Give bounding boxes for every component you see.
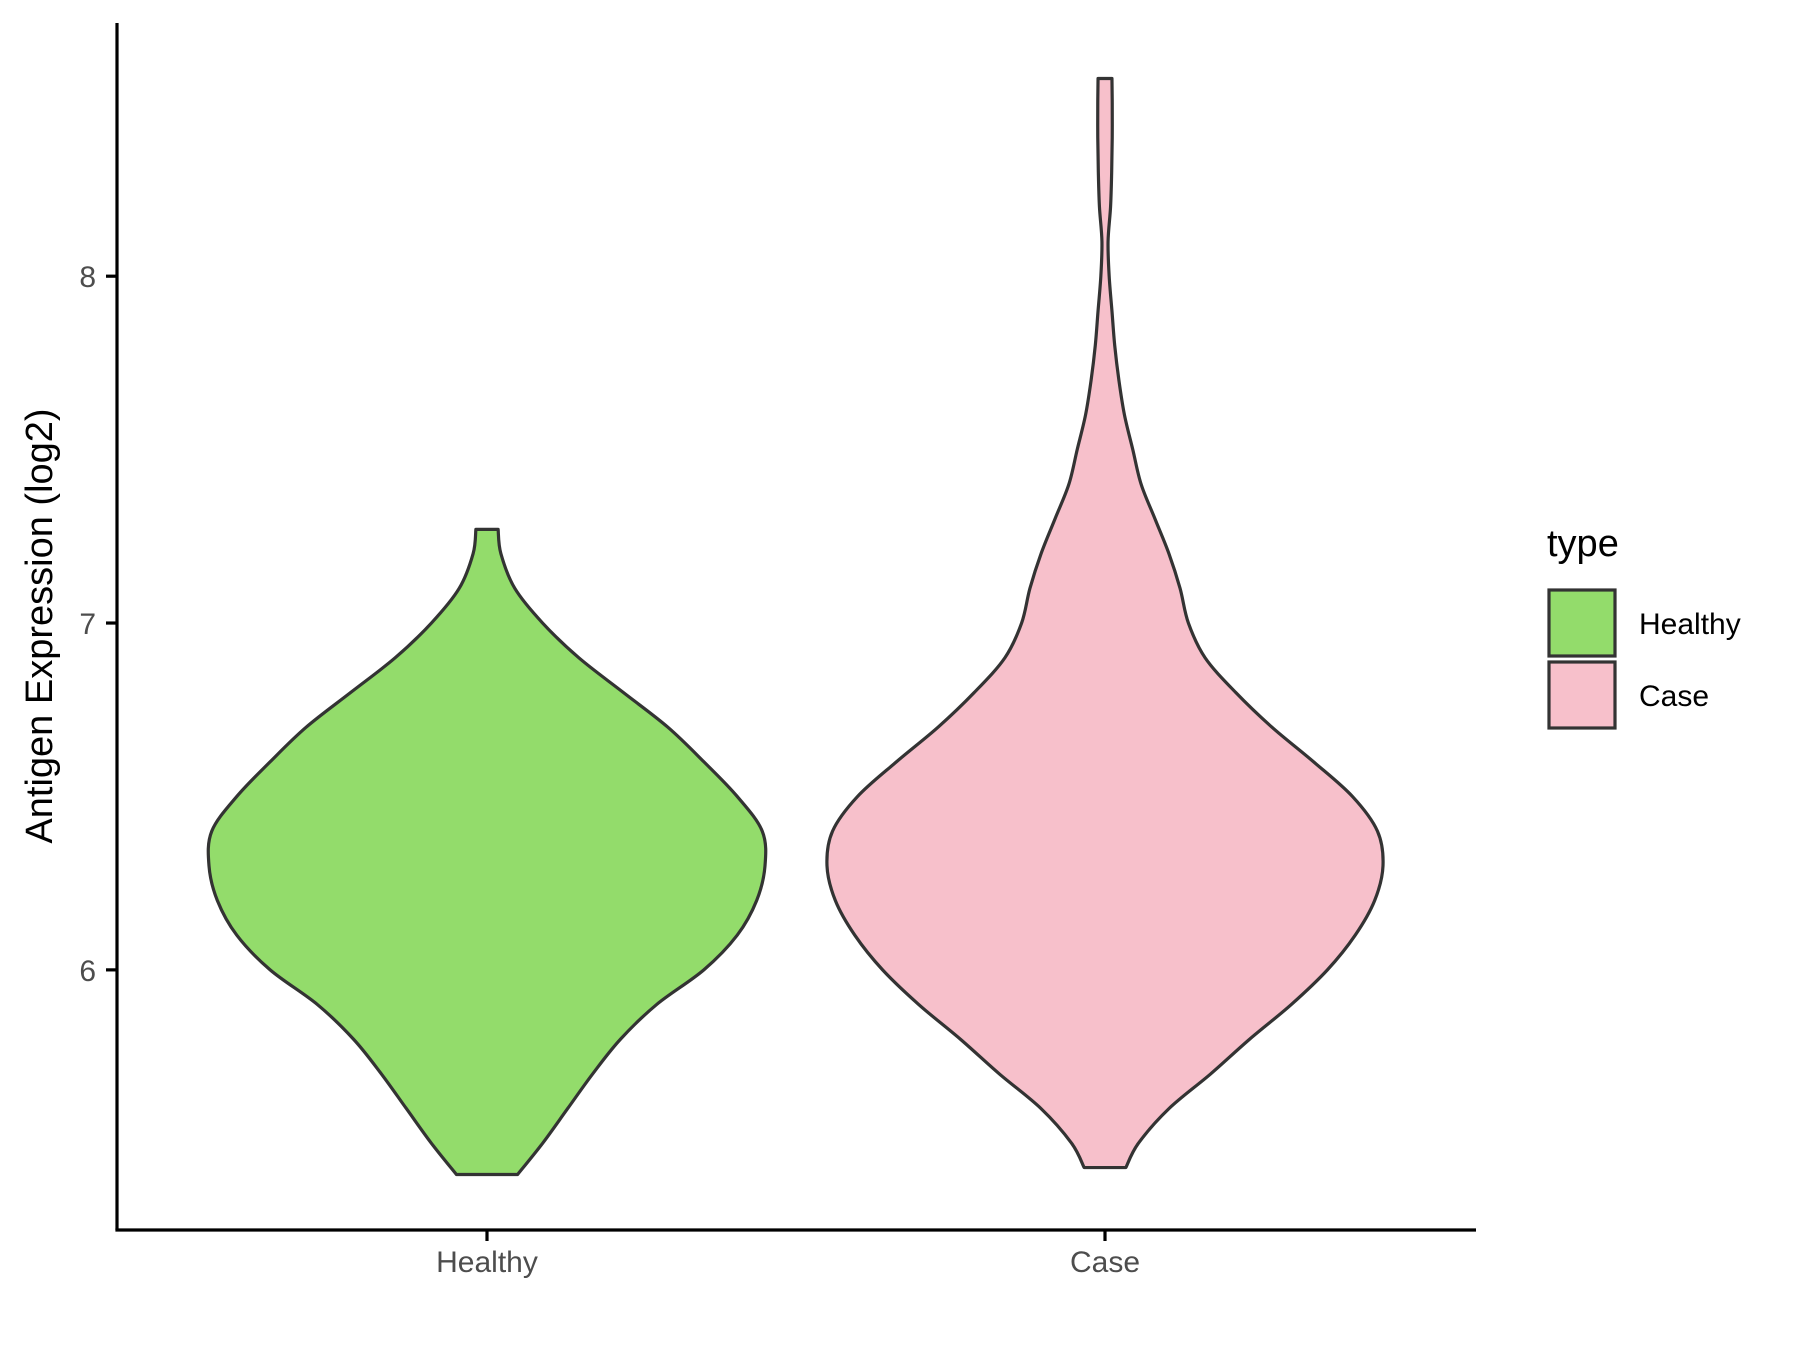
legend-label-healthy: Healthy [1639,608,1741,641]
plot-area: 6 7 8 Healthy Case [79,23,1476,1279]
legend-key-healthy [1547,588,1617,658]
x-tick-label-healthy: Healthy [436,1246,538,1279]
x-tick-label-case: Case [1070,1246,1140,1279]
y-ticks: 6 7 8 [79,261,117,988]
legend-items: Healthy Case [1547,588,1741,730]
violin-healthy [206,527,768,1177]
y-tick-label: 8 [79,261,96,294]
y-tick-label: 7 [79,608,96,641]
legend-title: type [1547,523,1619,565]
legend: type Healthy Case [1547,523,1741,730]
y-axis-title: Antigen Expression (log2) [19,408,61,843]
violin-case [825,76,1385,1170]
legend-label-case: Case [1639,680,1709,713]
y-tick-label: 6 [79,955,96,988]
legend-key-case [1547,660,1617,730]
violins [206,76,1385,1177]
x-ticks: Healthy Case [436,1230,1140,1279]
